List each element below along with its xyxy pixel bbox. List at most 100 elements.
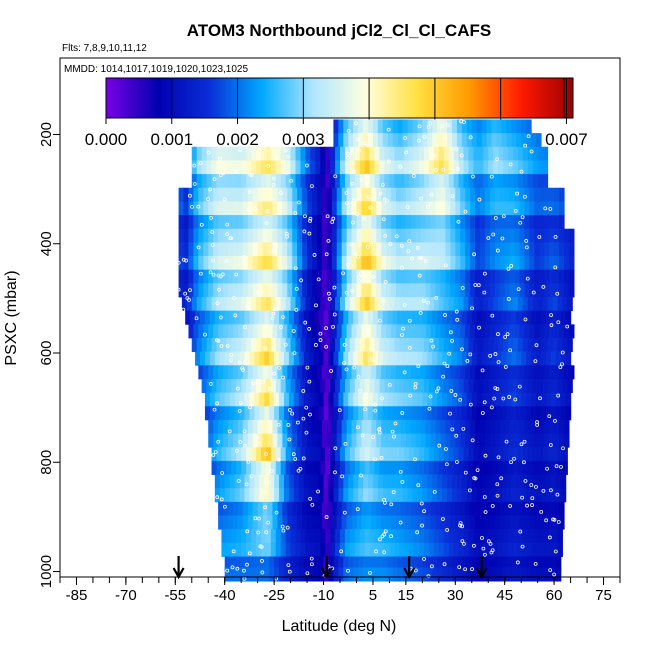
track-marker	[500, 236, 505, 241]
heatmap-cell	[226, 174, 232, 189]
track-marker	[515, 560, 520, 565]
track-marker	[262, 490, 267, 494]
heatmap-cell	[331, 324, 338, 339]
heatmap-cell	[445, 283, 451, 298]
heatmap-cell	[361, 515, 367, 530]
heatmap-cell	[491, 474, 498, 489]
track-marker	[483, 453, 488, 458]
heatmap-cell	[414, 160, 420, 175]
heatmap-cell	[265, 297, 272, 312]
heatmap-cell	[267, 269, 274, 284]
track-marker	[331, 325, 335, 329]
heatmap-cell	[341, 269, 348, 284]
track-marker	[181, 307, 186, 312]
track-marker	[398, 520, 403, 525]
heatmap-cell	[483, 542, 489, 557]
heatmap-cell	[468, 337, 475, 353]
heatmap-cell	[400, 201, 407, 216]
heatmap-cell	[379, 542, 386, 557]
track-marker	[422, 557, 426, 561]
heatmap-cell	[381, 242, 387, 257]
heatmap-cell	[285, 542, 292, 557]
heatmap-cell	[208, 242, 214, 257]
track-marker	[445, 528, 450, 532]
heatmap-cell	[272, 515, 279, 530]
heatmap-cell	[260, 529, 267, 544]
track-marker	[556, 320, 561, 325]
heatmap-cell	[211, 146, 218, 161]
heatmap-cell	[489, 365, 496, 380]
track-marker	[310, 184, 314, 188]
heatmap-cell	[196, 337, 203, 353]
track-marker	[393, 421, 398, 426]
heatmap-cell	[331, 256, 338, 271]
heatmap-cell	[287, 515, 293, 530]
heatmap-cell	[443, 160, 450, 175]
track-marker	[518, 220, 523, 225]
heatmap-cell	[340, 378, 346, 394]
heatmap-cell	[279, 556, 285, 571]
heatmap-cell	[226, 529, 232, 544]
heatmap-cell	[285, 297, 292, 312]
track-marker	[242, 568, 246, 573]
heatmap-cell	[514, 215, 521, 230]
heatmap-cell	[480, 256, 486, 271]
track-marker	[255, 291, 260, 295]
heatmap-cell	[484, 242, 491, 257]
heatmap-cell	[244, 351, 251, 366]
heatmap-cell	[382, 119, 389, 134]
heatmap-cell	[236, 529, 242, 544]
track-marker	[534, 484, 538, 489]
heatmap-cell	[460, 433, 466, 448]
heatmap-cell	[280, 529, 287, 544]
heatmap-cell	[394, 160, 400, 175]
track-marker	[525, 503, 529, 508]
heatmap-cell	[284, 351, 290, 366]
heatmap-cell	[524, 187, 531, 202]
heatmap-cell	[292, 433, 298, 448]
heatmap-cell	[435, 419, 442, 434]
heatmap-cell	[335, 447, 341, 462]
heatmap-cell	[269, 556, 275, 571]
track-marker	[227, 429, 232, 434]
heatmap-cell	[508, 297, 514, 312]
heatmap-cell	[193, 269, 199, 284]
heatmap-cell	[321, 187, 328, 202]
track-marker	[402, 303, 407, 307]
track-marker	[305, 365, 310, 370]
heatmap-cell	[557, 378, 563, 394]
heatmap-cell	[414, 146, 420, 161]
track-marker	[271, 176, 276, 181]
track-marker	[225, 222, 230, 227]
heatmap-cell	[466, 406, 473, 421]
heatmap-cell	[496, 474, 503, 489]
heatmap-cell	[437, 133, 443, 148]
heatmap-cell	[363, 392, 369, 407]
heatmap-cell	[529, 242, 535, 257]
heatmap-cell	[316, 256, 323, 271]
heatmap-cell	[356, 228, 363, 243]
heatmap-cell	[247, 515, 254, 530]
heatmap-cell	[394, 174, 400, 189]
heatmap-cell	[224, 406, 231, 421]
heatmap-cell	[503, 337, 509, 353]
heatmap-cell	[198, 324, 204, 339]
heatmap-cell	[196, 297, 203, 312]
track-marker	[273, 244, 278, 249]
heatmap-cell	[493, 542, 499, 557]
heatmap-cell	[496, 133, 503, 148]
track-marker	[332, 312, 337, 317]
heatmap-cell	[344, 174, 351, 189]
track-marker	[548, 206, 553, 211]
heatmap-cell	[349, 146, 356, 161]
heatmap-cell	[468, 297, 475, 312]
heatmap-cell	[473, 447, 479, 462]
heatmap-cell	[269, 488, 275, 503]
heatmap-cell	[366, 283, 372, 298]
heatmap-cell	[333, 488, 339, 503]
y-tick-label: 200	[38, 122, 55, 147]
track-marker	[415, 530, 420, 535]
track-marker	[333, 446, 338, 451]
heatmap-cell	[293, 474, 300, 489]
heatmap-cell	[438, 460, 445, 475]
